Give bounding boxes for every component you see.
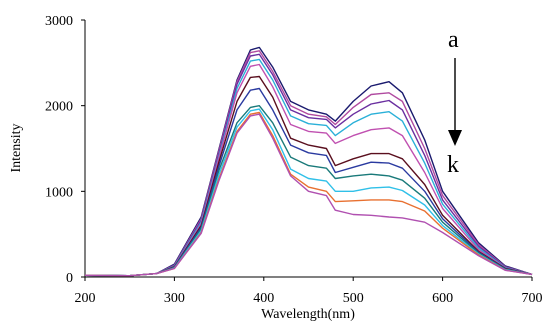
y-tick-label: 0 [66,271,73,286]
series-line-11 [84,113,533,277]
series-line-8 [84,104,533,277]
x-tick-label: 200 [75,291,96,306]
y-axis-title: Intensity [9,124,24,173]
x-tick-label: 600 [432,291,453,306]
y-tick-label: 1000 [45,185,73,200]
x-tick-label: 500 [343,291,364,306]
x-tick-label: 400 [253,291,274,306]
annotation-end-label: k [447,152,459,178]
series-line-7 [84,87,533,277]
x-tick-layer: 200 300 400 500 600 700 [75,277,543,306]
plot-area: 200 300 400 500 600 700 0 1000 2000 3000 [45,14,543,306]
y-tick-label: 2000 [45,100,73,115]
series-line-6 [84,75,533,277]
series-line-10 [84,111,533,277]
series-line-9 [84,108,533,277]
x-axis-title: Wavelength(nm) [261,307,355,322]
series-layer [84,46,533,277]
y-tick-layer: 0 1000 2000 3000 [45,14,85,286]
annotation-arrow-head-icon [448,130,462,146]
x-tick-label: 700 [522,291,543,306]
y-tick-label: 3000 [45,14,73,29]
series-line-1 [84,46,533,277]
x-tick-label: 300 [164,291,185,306]
annotation-start-label: a [448,27,459,53]
